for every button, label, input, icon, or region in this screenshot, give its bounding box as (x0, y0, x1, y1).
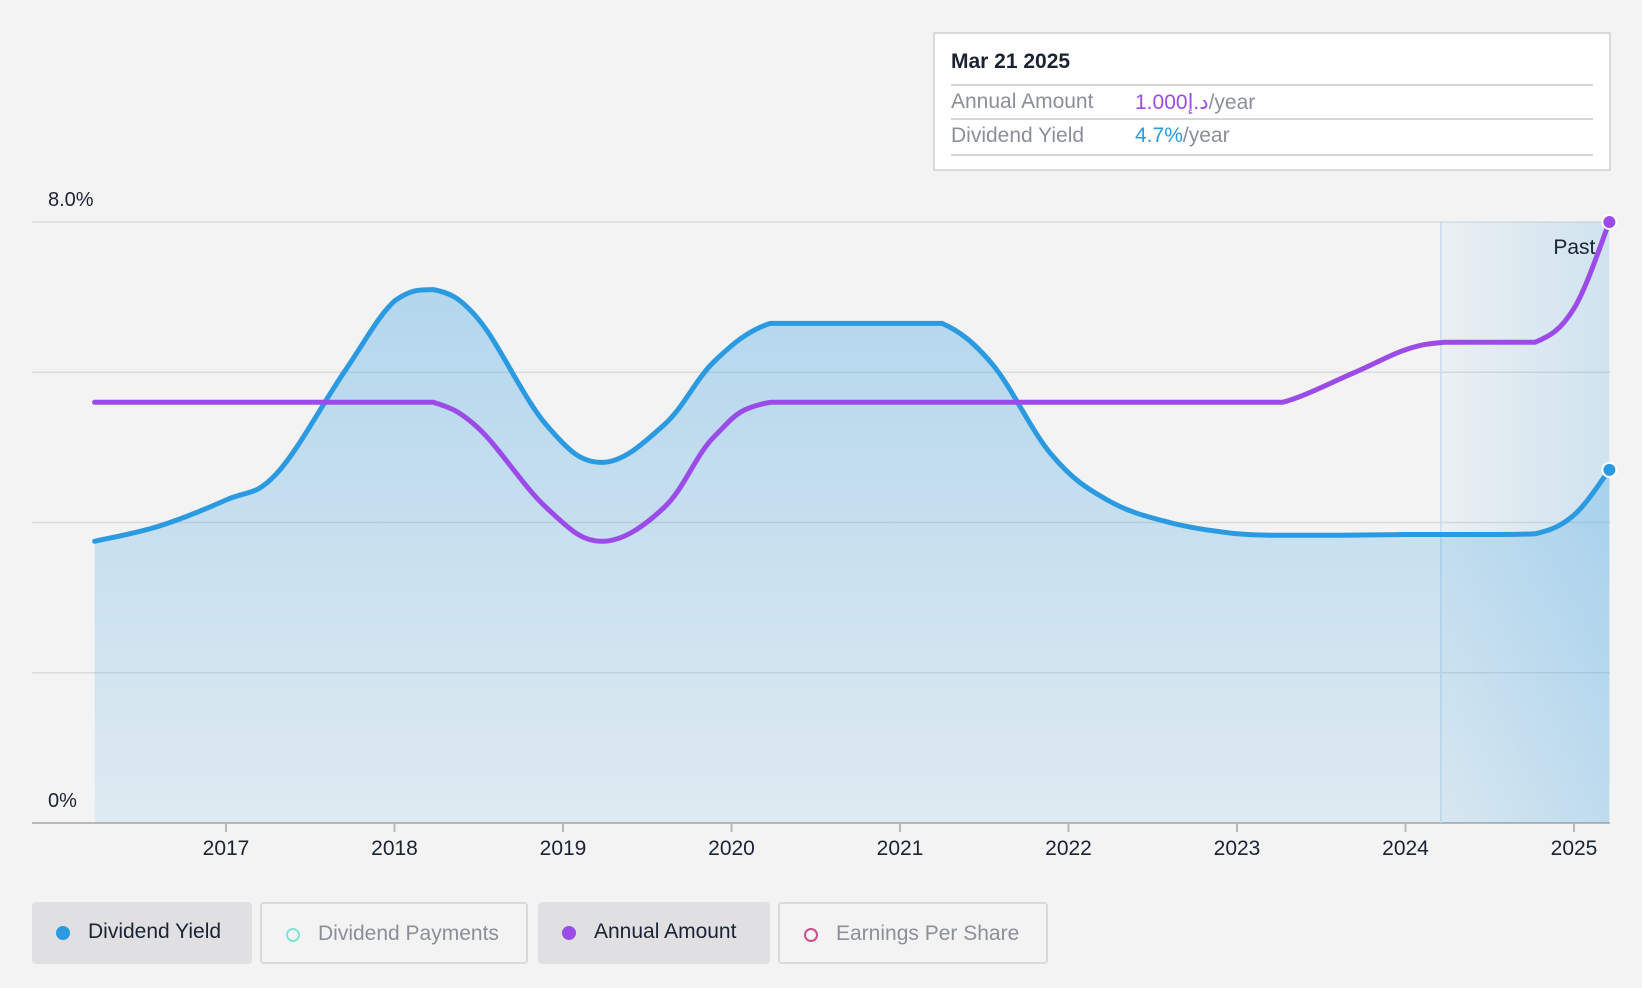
tooltip-suffix: /year (1208, 91, 1256, 114)
legend-label: Annual Amount (594, 920, 737, 943)
dividend-yield-area (94, 289, 1610, 824)
dividend-yield-end-point[interactable] (1601, 461, 1618, 478)
tooltip-date: Mar 21 2025 (951, 50, 1071, 73)
legend-dot-icon (804, 928, 818, 942)
legend-dot-icon (56, 926, 70, 940)
tooltip: Mar 21 2025 Annual Amount 1.000د.إ/year … (933, 32, 1611, 171)
legend-label: Dividend Yield (88, 920, 222, 943)
legend-item-earnings-per-share[interactable]: Earnings Per Share (778, 902, 1048, 964)
x-tick-label: 2020 (708, 837, 755, 860)
tooltip-row-annual-amount: Annual Amount 1.000د.إ/year (951, 84, 1593, 120)
tooltip-row-dividend-yield: Dividend Yield 4.7%/year (951, 118, 1593, 156)
legend-label: Earnings Per Share (836, 922, 1020, 945)
x-tick-label: 2018 (371, 837, 418, 860)
legend-dot-icon (562, 926, 576, 940)
legend-dot-icon (286, 928, 300, 942)
x-tick-label: 2023 (1214, 837, 1261, 860)
annual-amount-end-point[interactable] (1601, 214, 1618, 230)
dividend-yield-line (92, 287, 1612, 544)
legend-item-annual-amount[interactable]: Annual Amount (538, 902, 770, 964)
tooltip-label: Annual Amount (951, 90, 1094, 113)
y-tick-label: 8.0% (48, 189, 94, 211)
x-tick-label: 2019 (540, 837, 587, 860)
tooltip-value: 4.7% (1135, 124, 1183, 147)
annual-amount-line (92, 219, 1612, 544)
legend-item-dividend-yield[interactable]: Dividend Yield (32, 902, 252, 964)
legend-item-dividend-payments[interactable]: Dividend Payments (260, 902, 528, 964)
x-tick-label: 2017 (203, 837, 250, 860)
y-tick-label: 0% (48, 790, 77, 812)
legend-label: Dividend Payments (318, 922, 499, 945)
tooltip-label: Dividend Yield (951, 124, 1085, 147)
past-label: Past (1553, 236, 1595, 259)
x-tick-label: 2025 (1551, 837, 1598, 860)
tooltip-suffix: /year (1182, 124, 1230, 147)
x-tick-label: 2024 (1382, 837, 1429, 860)
x-tick-label: 2022 (1045, 837, 1092, 860)
x-tick-label: 2021 (877, 837, 924, 860)
tooltip-value: 1.000د.إ (1135, 91, 1209, 114)
